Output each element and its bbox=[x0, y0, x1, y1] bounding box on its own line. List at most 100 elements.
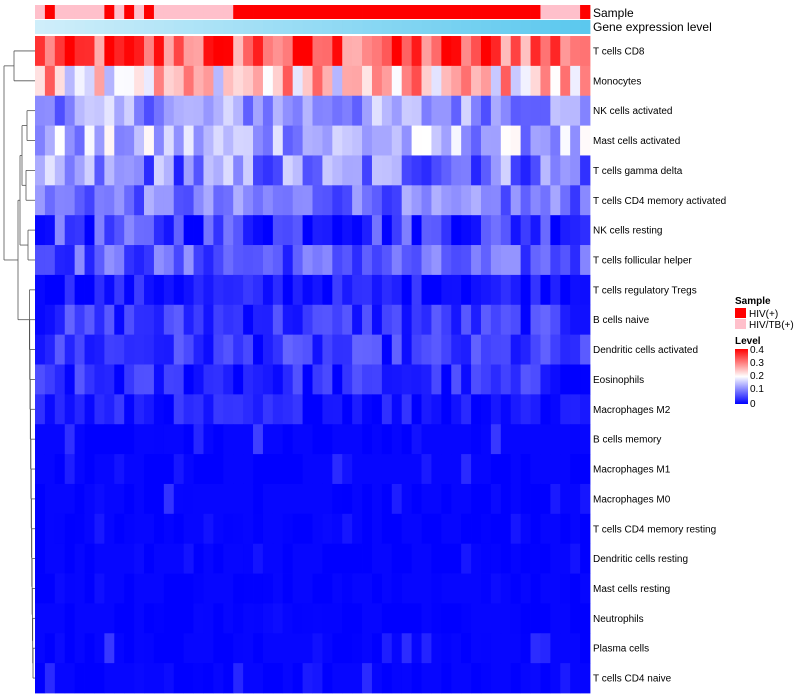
heatmap-cell bbox=[401, 334, 413, 365]
heatmap-cell bbox=[332, 424, 343, 455]
heatmap-cell bbox=[124, 543, 135, 574]
heatmap-cell bbox=[94, 215, 105, 246]
heatmap-cell bbox=[104, 543, 115, 574]
heatmap-cell bbox=[292, 543, 303, 574]
heatmap-cell bbox=[114, 573, 125, 604]
heatmap-cell bbox=[441, 513, 452, 545]
heatmap-cell bbox=[262, 424, 274, 455]
heatmap-cell bbox=[54, 215, 66, 246]
heatmap-cell bbox=[471, 185, 482, 216]
heatmap-cell bbox=[540, 633, 551, 664]
heatmap-cell bbox=[74, 603, 85, 634]
heatmap-cell bbox=[84, 125, 95, 156]
heatmap-cell bbox=[391, 573, 403, 604]
heatmap-cell bbox=[144, 245, 155, 276]
heatmap-cell bbox=[570, 334, 581, 365]
gene-expression-cell bbox=[391, 20, 403, 34]
heatmap-cell bbox=[213, 36, 224, 67]
heatmap-cell bbox=[381, 95, 393, 126]
heatmap-cell bbox=[64, 155, 76, 186]
heatmap-cell bbox=[253, 36, 264, 67]
sample-annotation-cell bbox=[134, 5, 145, 19]
heatmap-cell bbox=[431, 394, 442, 425]
heatmap-cell bbox=[401, 95, 413, 126]
level-tick-1: 0.3 bbox=[750, 358, 764, 369]
heatmap-cell bbox=[480, 394, 492, 425]
heatmap-cell bbox=[451, 274, 462, 306]
row-label: Mast cells activated bbox=[593, 136, 680, 147]
heatmap-cell bbox=[104, 215, 115, 246]
heatmap-cell bbox=[312, 394, 323, 425]
heatmap-cell bbox=[84, 155, 95, 186]
heatmap-cell bbox=[114, 304, 125, 336]
heatmap-cell bbox=[54, 663, 66, 694]
heatmap-cell bbox=[292, 65, 303, 97]
heatmap-cell bbox=[362, 454, 373, 485]
heatmap-cell bbox=[510, 304, 522, 336]
heatmap-cell bbox=[203, 543, 214, 574]
heatmap-cell bbox=[401, 573, 413, 604]
heatmap-cell bbox=[104, 125, 115, 156]
heatmap-cell bbox=[262, 274, 274, 306]
heatmap-cell bbox=[272, 304, 284, 336]
heatmap-cell bbox=[64, 573, 76, 604]
heatmap-cell bbox=[490, 245, 502, 276]
heatmap-cell bbox=[282, 424, 294, 455]
gene-expression-cell bbox=[471, 20, 482, 34]
heatmap-cell bbox=[233, 304, 244, 336]
heatmap-cell bbox=[153, 334, 165, 365]
gene-expression-cell bbox=[173, 20, 185, 34]
heatmap-cell bbox=[411, 513, 422, 545]
heatmap-cell bbox=[292, 245, 303, 276]
heatmap-cell bbox=[163, 513, 175, 545]
heatmap-cell bbox=[322, 424, 333, 455]
heatmap-cell bbox=[173, 633, 185, 664]
heatmap-cell bbox=[233, 454, 244, 485]
heatmap-cell bbox=[183, 334, 194, 365]
heatmap-cell bbox=[352, 274, 363, 306]
heatmap-cell bbox=[64, 364, 76, 395]
sample-annotation-cell bbox=[74, 5, 85, 19]
heatmap-cell bbox=[44, 603, 56, 634]
heatmap-cell bbox=[510, 394, 522, 425]
heatmap-cell bbox=[134, 245, 145, 276]
heatmap-cell bbox=[490, 603, 502, 634]
heatmap-cell bbox=[312, 274, 323, 306]
gene-expression-cell bbox=[262, 20, 274, 34]
heatmap-cell bbox=[540, 95, 551, 126]
heatmap-cell bbox=[173, 334, 185, 365]
heatmap-cell bbox=[480, 334, 492, 365]
heatmap-cell bbox=[352, 633, 363, 664]
heatmap-cell bbox=[183, 304, 194, 336]
heatmap-cell bbox=[262, 185, 274, 216]
heatmap-cell bbox=[411, 483, 422, 515]
heatmap-cell bbox=[322, 215, 333, 246]
heatmap-cell bbox=[173, 364, 185, 395]
heatmap-cell bbox=[134, 304, 145, 336]
level-tick-3: 0.1 bbox=[750, 384, 764, 395]
heatmap-cell bbox=[183, 663, 194, 694]
heatmap-cell bbox=[371, 543, 383, 574]
heatmap-cell bbox=[500, 394, 512, 425]
heatmap-cell bbox=[124, 245, 135, 276]
heatmap-cell bbox=[570, 304, 581, 336]
heatmap-cell bbox=[580, 95, 591, 126]
heatmap-cell bbox=[94, 513, 105, 545]
heatmap-cell bbox=[461, 155, 472, 186]
heatmap-cell bbox=[471, 394, 482, 425]
heatmap-cell bbox=[262, 394, 274, 425]
heatmap-cell bbox=[203, 364, 214, 395]
heatmap-cell bbox=[550, 424, 561, 455]
heatmap-cell bbox=[163, 185, 175, 216]
heatmap-cell bbox=[371, 394, 383, 425]
heatmap-cell bbox=[153, 633, 165, 664]
heatmap-cell bbox=[530, 215, 541, 246]
heatmap-cell bbox=[144, 125, 155, 156]
heatmap-cell bbox=[253, 364, 264, 395]
heatmap-cell bbox=[441, 334, 452, 365]
row-label: T cells CD4 memory resting bbox=[593, 524, 716, 535]
heatmap-cell bbox=[471, 424, 482, 455]
heatmap-cell bbox=[183, 245, 194, 276]
heatmap-cell bbox=[421, 603, 432, 634]
heatmap-cell bbox=[332, 304, 343, 336]
